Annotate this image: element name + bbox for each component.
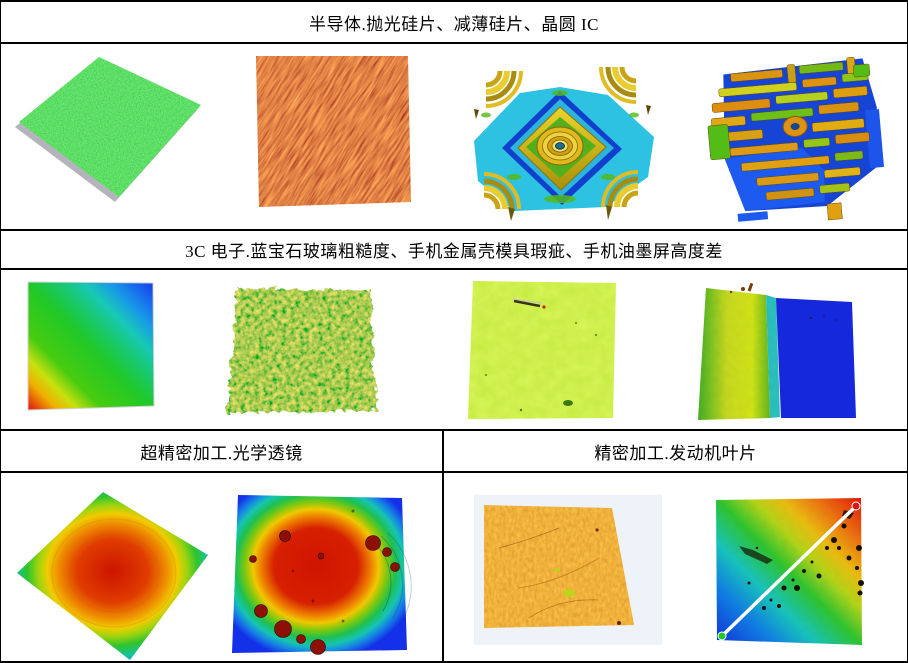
section-title: 精密加工.发动机叶片 [594, 443, 757, 463]
mold-texture-image [225, 286, 375, 411]
section-header-row-precision: 超精密加工.光学透镜 精密加工.发动机叶片 [1, 431, 907, 473]
sapphire-glass-image [27, 281, 155, 411]
section-title: 半导体.抛光硅片、减薄硅片、晶圆 IC [309, 14, 599, 34]
section-header-semiconductor: 半导体.抛光硅片、减薄硅片、晶圆 IC [1, 2, 907, 44]
figure-thinned-wafer [249, 52, 419, 217]
lens-tilted-image [17, 492, 208, 660]
thinned-wafer-image [256, 56, 411, 207]
step-height-image [698, 282, 856, 420]
section-header-3c-electronics: 3C 电子.蓝宝石玻璃粗糙度、手机金属壳模具瑕疵、手机油墨屏高度差 [1, 231, 907, 270]
figure-sapphire-glass [19, 278, 164, 420]
section-title: 3C 电子.蓝宝石玻璃粗糙度、手机金属壳模具瑕疵、手机油墨屏高度差 [185, 242, 723, 261]
figure-lens-tilted [6, 483, 221, 663]
section-title: 超精密加工.光学透镜 [140, 443, 303, 463]
polished-wafer-image [15, 57, 201, 202]
figure-polished-wafer [9, 52, 209, 222]
blade-surface-image [474, 495, 662, 645]
section-header-lens: 超精密加工.光学透镜 [1, 431, 444, 471]
figure-mold-defect [456, 275, 621, 425]
figure-ic-circuit [701, 56, 896, 226]
figure-blade-profile [709, 488, 889, 656]
ic-circuit-image [707, 56, 885, 222]
figure-row-3c-electronics [1, 270, 907, 431]
blade-figures-cell [444, 473, 907, 661]
figure-blade-surface [469, 488, 699, 653]
figure-row-precision [1, 473, 907, 661]
figure-mold-texture [223, 278, 388, 420]
blade-profile-image [716, 498, 864, 645]
figure-lens-defects [223, 481, 418, 661]
figure-row-semiconductor [1, 44, 907, 231]
figure-ic-die [456, 49, 666, 229]
figure-step-height [686, 278, 866, 423]
lens-defects-image [232, 495, 412, 655]
lens-figures-cell [1, 473, 444, 661]
section-header-blade: 精密加工.发动机叶片 [444, 431, 907, 471]
ic-die-image [474, 49, 654, 221]
mold-defect-image [468, 281, 616, 419]
